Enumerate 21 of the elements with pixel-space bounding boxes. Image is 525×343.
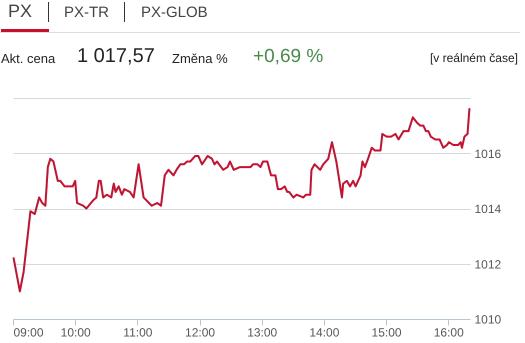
text: Změna % <box>172 51 228 66</box>
x-tick-label: 16:00 <box>434 326 464 340</box>
line-series <box>12 108 470 292</box>
text: +0,69 % <box>253 46 324 68</box>
x-tick-label: 10:00 <box>60 326 92 340</box>
y-tick-label: 1016 <box>474 146 502 161</box>
text: 1 017,57 <box>77 45 155 68</box>
text: Akt. cena <box>1 51 56 66</box>
x-tick-label: 15:00 <box>372 326 402 340</box>
text: PX-GLOB <box>141 4 208 21</box>
x-tick-label: 09:00 <box>14 326 44 340</box>
text: PX-TR <box>64 4 109 21</box>
y-tick-label: 1014 <box>474 202 502 216</box>
x-tick-label: 13:00 <box>247 326 278 340</box>
x-tick-label: 12:00 <box>185 326 216 340</box>
x-tick-label: 11:00 <box>123 326 153 340</box>
x-tick-label: 14:00 <box>309 326 340 340</box>
y-tick-label: 1010 <box>474 312 502 326</box>
text: [v reálném čase] <box>430 51 518 65</box>
y-tick-label: 1012 <box>474 257 502 272</box>
text: PX <box>8 1 32 22</box>
